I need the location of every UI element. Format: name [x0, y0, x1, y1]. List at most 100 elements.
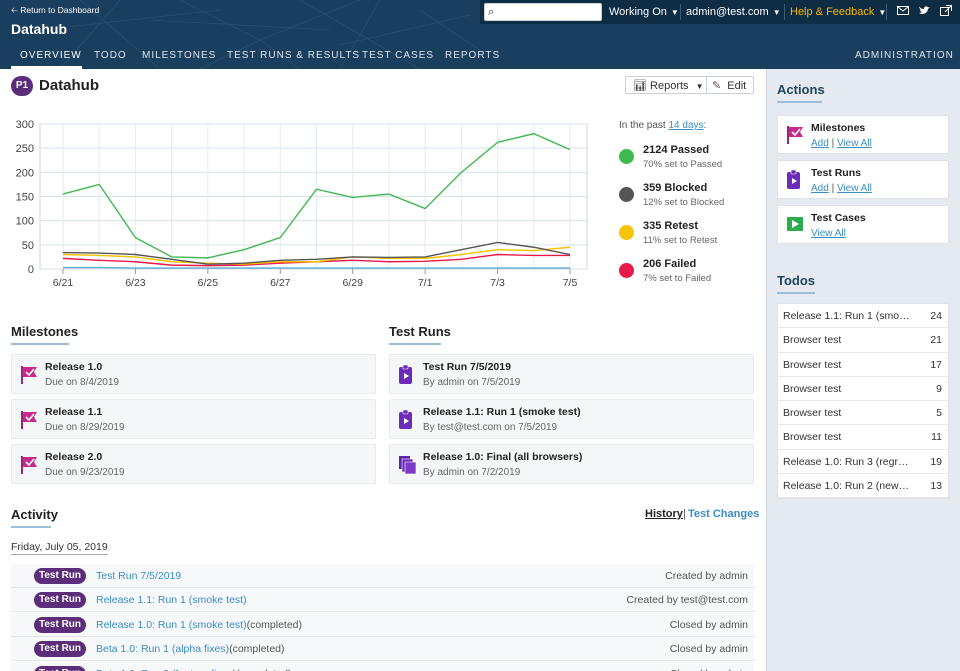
todo-item[interactable]: Browser test 11 — [778, 425, 948, 450]
y-tick-label: 200 — [16, 167, 34, 179]
tab-reports[interactable]: REPORTS — [445, 50, 501, 61]
link-separator: | — [828, 183, 837, 194]
y-tick-label: 250 — [16, 143, 34, 155]
user-menu-dropdown[interactable]: admin@test.com ▼ — [686, 6, 781, 18]
chevron-down-icon: ▼ — [670, 8, 679, 17]
activity-status: (completed) — [236, 668, 291, 671]
tab-milestones[interactable]: MILESTONES — [142, 50, 217, 61]
heading-underline — [11, 526, 51, 528]
test-run-icon — [399, 409, 412, 429]
series-line-passed — [62, 132, 571, 259]
action-card: Milestones Add | View All — [777, 115, 949, 154]
action-link-view-all[interactable]: View All — [836, 138, 872, 149]
todo-item[interactable]: Browser test 5 — [778, 401, 948, 426]
activity-type-badge: Test Run — [34, 641, 86, 658]
todo-name: Release 1.0: Run 2 (new features) — [783, 480, 911, 493]
legend-dot — [619, 149, 634, 164]
action-link-view-all[interactable]: View All — [811, 228, 846, 239]
milestone-card[interactable]: Release 2.0 Due on 9/23/2019 — [11, 444, 376, 484]
activity-status: (completed) — [229, 643, 285, 656]
test-run-title[interactable]: Release 1.0: Final (all browsers) — [423, 451, 583, 463]
todo-item[interactable]: Browser test 21 — [778, 328, 948, 353]
edit-button[interactable]: ✎ Edit — [712, 80, 747, 92]
milestone-card[interactable]: Release 1.0 Due on 8/4/2019 — [11, 354, 376, 394]
tab-todo[interactable]: TODO — [94, 50, 127, 61]
test-run-card[interactable]: Release 1.0: Final (all browsers) By adm… — [389, 444, 754, 484]
todo-count: 13 — [930, 480, 942, 493]
page-title: Datahub — [39, 77, 99, 94]
link-separator: | — [828, 138, 837, 149]
test-run-card[interactable]: Test Run 7/5/2019 By admin on 7/5/2019 — [389, 354, 754, 394]
return-to-dashboard-link[interactable]: 🡠 Return to Dashboard — [11, 5, 100, 15]
tab-test-runs-results[interactable]: TEST RUNS & RESULTS — [227, 50, 361, 61]
series-line-retest — [62, 246, 571, 265]
legend-subtitle: 11% set to Retest — [643, 235, 718, 246]
test-plan-icon — [399, 456, 417, 475]
todo-item[interactable]: Release 1.1: Run 1 (smoke test) 24 — [778, 304, 948, 329]
milestone-icon — [21, 456, 37, 474]
activity-link[interactable]: Test Run 7/5/2019 — [96, 570, 182, 582]
chevron-down-icon: ▼ — [878, 8, 887, 17]
y-tick-label: 0 — [28, 264, 34, 276]
expand-icon[interactable] — [940, 5, 952, 17]
tab-overview[interactable]: OVERVIEW — [20, 50, 82, 61]
todo-count: 21 — [930, 334, 942, 347]
header-background-pattern — [39, 0, 480, 69]
twitter-icon[interactable] — [918, 5, 931, 16]
test-run-icon — [787, 169, 800, 189]
toolbar-divider — [886, 4, 887, 20]
milestone-title[interactable]: Release 1.0 — [45, 361, 103, 373]
reports-button[interactable]: 📊︎ Reports ▼ — [633, 80, 704, 92]
activity-link[interactable]: Beta 1.0: Run 2 (feature fixes) — [96, 668, 236, 671]
action-link-view-all[interactable]: View All — [836, 183, 872, 194]
activity-row: Test Run Test Run 7/5/2019 Created by ad… — [11, 564, 754, 588]
activity-row: Test Run Beta 1.0: Run 1 (alpha fixes)(c… — [11, 637, 754, 662]
todo-item[interactable]: Browser test 17 — [778, 353, 948, 377]
activity-author: Created by test@test.com — [626, 594, 748, 607]
legend-title: 2124 Passed — [643, 144, 710, 156]
toolbar-divider — [680, 4, 681, 20]
mail-icon[interactable] — [897, 6, 909, 16]
activity-link[interactable]: Beta 1.0: Run 1 (alpha fixes) — [96, 643, 230, 656]
y-tick-label: 150 — [16, 192, 34, 204]
activity-link[interactable]: Release 1.1: Run 1 (smoke test) — [96, 594, 247, 607]
test-case-icon — [787, 217, 803, 231]
tab-separator: | — [683, 508, 686, 520]
todo-item[interactable]: Release 1.0: Run 2 (new features) 13 — [778, 474, 948, 499]
test-run-title[interactable]: Release 1.1: Run 1 (smoke test) — [423, 406, 581, 418]
working-on-dropdown[interactable]: Working On ▼ — [609, 6, 679, 18]
search-input[interactable]: ⌕ — [484, 3, 602, 21]
x-tick-label: 6/25 — [198, 277, 219, 289]
tab-administration[interactable]: ADMINISTRATION — [855, 50, 954, 61]
activity-author: Closed by admin — [669, 643, 748, 656]
milestone-title[interactable]: Release 1.1 — [45, 406, 103, 418]
todo-item[interactable]: Browser test 9 — [778, 377, 948, 402]
project-brand: Datahub — [11, 21, 67, 37]
todo-name: Release 1.1: Run 1 (smoke test) — [783, 310, 911, 322]
activity-type-badge: Test Run — [34, 665, 86, 671]
tab-test-cases[interactable]: TEST CASES — [362, 50, 435, 61]
action-card: Test Runs Add | View All — [777, 160, 949, 199]
action-link-add[interactable]: Add — [811, 183, 829, 194]
milestone-card[interactable]: Release 1.1 Due on 8/29/2019 — [11, 399, 376, 439]
test-run-card[interactable]: Release 1.1: Run 1 (smoke test) By test@… — [389, 399, 754, 439]
test-changes-tab[interactable]: Test Changes — [688, 508, 760, 520]
toolbar-divider — [784, 4, 785, 20]
milestone-icon — [21, 411, 37, 429]
x-tick-label: 7/5 — [563, 277, 578, 289]
heading-underline — [777, 101, 822, 103]
period-link[interactable]: 14 days — [668, 120, 704, 131]
legend-intro: In the past 14 days: — [619, 120, 707, 131]
milestone-due: Due on 9/23/2019 — [45, 467, 125, 478]
activity-link[interactable]: Release 1.0: Run 1 (smoke test) — [96, 618, 247, 631]
activity-line-chart: 0 50 100 150 200 250 300 6/21 6/23 6/25 6/27 6/29 7/… — [16, 119, 588, 289]
test-run-title[interactable]: Test Run 7/5/2019 — [423, 361, 511, 373]
action-title: Test Cases — [811, 212, 866, 224]
legend-subtitle: 70% set to Passed — [643, 159, 723, 170]
help-feedback-dropdown[interactable]: Help & Feedback ▼ — [790, 6, 887, 18]
toolbar-button-group: 📊︎ Reports ▼ ✎ Edit — [625, 76, 754, 94]
history-tab[interactable]: History — [645, 508, 683, 520]
action-link-add[interactable]: Add — [811, 138, 829, 149]
milestone-title[interactable]: Release 2.0 — [45, 451, 103, 463]
todo-item[interactable]: Release 1.0: Run 3 (regression) 19 — [778, 450, 948, 475]
